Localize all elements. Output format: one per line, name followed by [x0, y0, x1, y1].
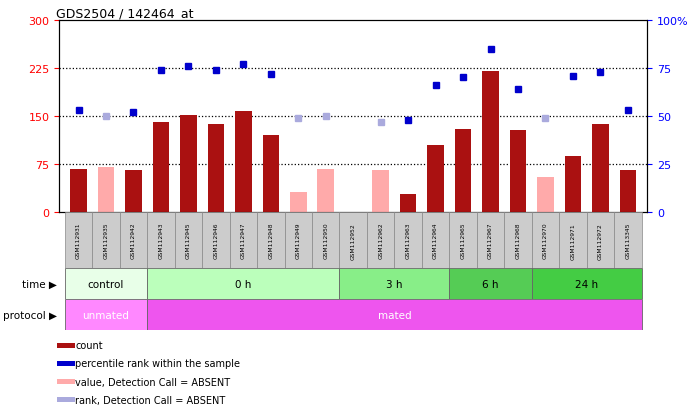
Bar [537, 178, 554, 213]
Bar [510, 131, 526, 213]
Bar [565, 157, 581, 213]
Bar [147, 299, 641, 330]
Text: GSM113345: GSM113345 [625, 222, 630, 259]
Bar [57, 343, 75, 348]
Bar [394, 213, 422, 268]
Bar [147, 268, 339, 299]
Text: GSM112945: GSM112945 [186, 222, 191, 259]
Bar [125, 171, 142, 213]
Bar [455, 130, 471, 213]
Bar [614, 213, 641, 268]
Bar [65, 213, 92, 268]
Text: GSM112943: GSM112943 [158, 222, 163, 259]
Text: unmated: unmated [82, 310, 129, 320]
Bar [559, 213, 586, 268]
Text: GDS2504 / 142464_at: GDS2504 / 142464_at [57, 7, 194, 19]
Bar [65, 299, 147, 330]
Text: GSM112970: GSM112970 [543, 222, 548, 259]
Text: time ▶: time ▶ [22, 279, 57, 289]
Bar [235, 112, 251, 213]
Text: GSM112950: GSM112950 [323, 222, 328, 259]
Text: 24 h: 24 h [575, 279, 598, 289]
Bar [592, 124, 609, 213]
Text: rank, Detection Call = ABSENT: rank, Detection Call = ABSENT [75, 395, 225, 405]
Bar [92, 213, 120, 268]
Bar [153, 123, 169, 213]
Text: GSM112972: GSM112972 [598, 222, 603, 259]
Bar [586, 213, 614, 268]
Text: GSM112967: GSM112967 [488, 222, 493, 259]
Text: GSM112968: GSM112968 [515, 222, 521, 259]
Text: count: count [75, 340, 103, 350]
Bar [367, 213, 394, 268]
Text: value, Detection Call = ABSENT: value, Detection Call = ABSENT [75, 377, 230, 387]
Text: GSM112952: GSM112952 [350, 222, 356, 259]
Bar [70, 169, 87, 213]
Bar [312, 213, 339, 268]
Text: GSM112935: GSM112935 [103, 222, 108, 259]
Bar [98, 168, 114, 213]
Text: mated: mated [378, 310, 411, 320]
Bar [532, 213, 559, 268]
Text: GSM112962: GSM112962 [378, 222, 383, 259]
Text: GSM112946: GSM112946 [214, 222, 218, 259]
Bar [230, 213, 257, 268]
Bar [482, 72, 499, 213]
Bar [427, 145, 444, 213]
Bar [532, 268, 641, 299]
Bar [450, 213, 477, 268]
Bar [339, 213, 367, 268]
Bar [120, 213, 147, 268]
Text: GSM112947: GSM112947 [241, 222, 246, 259]
Bar [318, 169, 334, 213]
Bar [57, 397, 75, 402]
Text: control: control [88, 279, 124, 289]
Text: GSM112964: GSM112964 [433, 222, 438, 259]
Bar [504, 213, 532, 268]
Bar [620, 171, 636, 213]
Text: GSM112948: GSM112948 [268, 222, 274, 259]
Text: GSM112931: GSM112931 [76, 222, 81, 259]
Text: GSM112963: GSM112963 [406, 222, 410, 259]
Text: 3 h: 3 h [386, 279, 403, 289]
Text: 6 h: 6 h [482, 279, 499, 289]
Bar [262, 136, 279, 213]
Text: GSM112965: GSM112965 [461, 222, 466, 259]
Text: GSM112949: GSM112949 [296, 222, 301, 259]
Bar [202, 213, 230, 268]
Bar [373, 171, 389, 213]
Bar [174, 213, 202, 268]
Bar [207, 124, 224, 213]
Text: protocol ▶: protocol ▶ [3, 310, 57, 320]
Bar [57, 361, 75, 366]
Bar [65, 268, 147, 299]
Text: percentile rank within the sample: percentile rank within the sample [75, 358, 240, 368]
Text: 0 h: 0 h [235, 279, 251, 289]
Bar [339, 268, 450, 299]
Text: GSM112942: GSM112942 [131, 222, 136, 259]
Bar [422, 213, 450, 268]
Bar [147, 213, 174, 268]
Bar [290, 192, 306, 213]
Bar [180, 115, 197, 213]
Bar [400, 195, 416, 213]
Bar [57, 379, 75, 384]
Bar [477, 213, 504, 268]
Bar [285, 213, 312, 268]
Text: GSM112971: GSM112971 [570, 222, 575, 259]
Bar [257, 213, 285, 268]
Bar [450, 268, 532, 299]
